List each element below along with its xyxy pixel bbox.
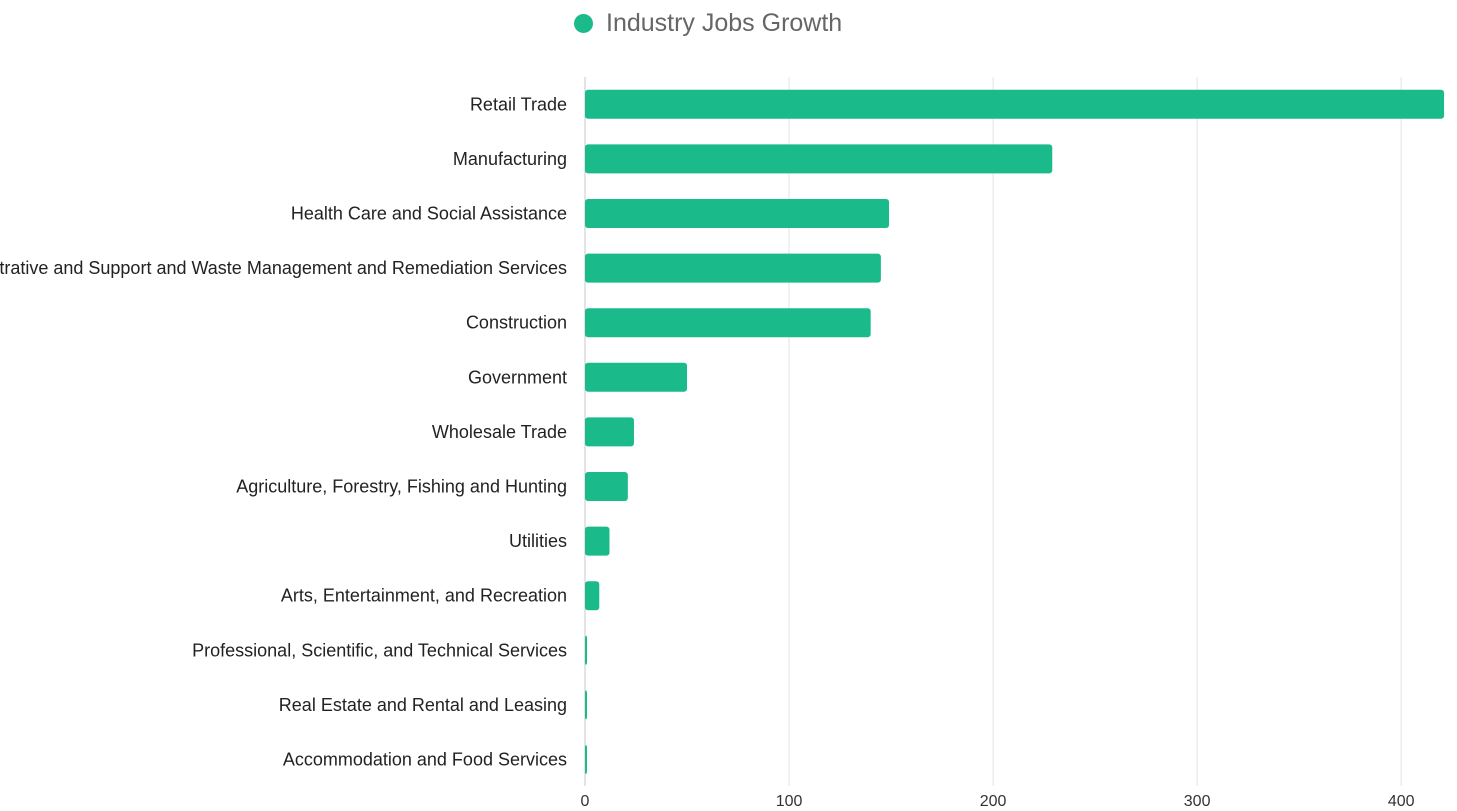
bar[interactable] <box>585 89 1445 119</box>
x-tick-label: 100 <box>776 793 803 810</box>
bar[interactable] <box>585 253 881 283</box>
category-label: Accommodation and Food Services <box>283 750 567 770</box>
category-label: Professional, Scientific, and Technical … <box>192 640 567 660</box>
legend-swatch-icon <box>574 13 593 33</box>
x-tick-label: 400 <box>1388 793 1415 810</box>
x-tick-label: 0 <box>581 793 590 810</box>
category-label: Arts, Entertainment, and Recreation <box>281 586 567 606</box>
category-label: Utilities <box>509 531 567 551</box>
bar[interactable] <box>585 635 588 665</box>
category-label: Wholesale Trade <box>432 422 567 442</box>
bar[interactable] <box>585 417 634 447</box>
bar[interactable] <box>585 362 688 392</box>
legend[interactable]: Industry Jobs Growth <box>574 6 842 40</box>
category-label: Manufacturing <box>453 149 567 169</box>
bar[interactable] <box>585 199 890 228</box>
bar[interactable] <box>585 144 1053 174</box>
bar[interactable] <box>585 308 871 338</box>
category-label: Retail Trade <box>470 94 567 114</box>
bar[interactable] <box>585 745 587 774</box>
bar[interactable] <box>585 472 628 501</box>
category-label: Administrative and Support and Waste Man… <box>0 258 567 278</box>
bar[interactable] <box>585 526 610 556</box>
category-label: Health Care and Social Assistance <box>291 204 567 224</box>
x-tick-label: 300 <box>1184 793 1211 810</box>
category-label: Construction <box>466 313 567 333</box>
bar[interactable] <box>585 581 600 611</box>
category-label: Government <box>468 367 567 387</box>
x-tick-label: 200 <box>980 793 1007 810</box>
category-label: Real Estate and Rental and Leasing <box>279 695 567 715</box>
legend-label: Industry Jobs Growth <box>606 8 843 37</box>
bar[interactable] <box>585 690 587 720</box>
category-label: Agriculture, Forestry, Fishing and Hunti… <box>236 477 567 497</box>
